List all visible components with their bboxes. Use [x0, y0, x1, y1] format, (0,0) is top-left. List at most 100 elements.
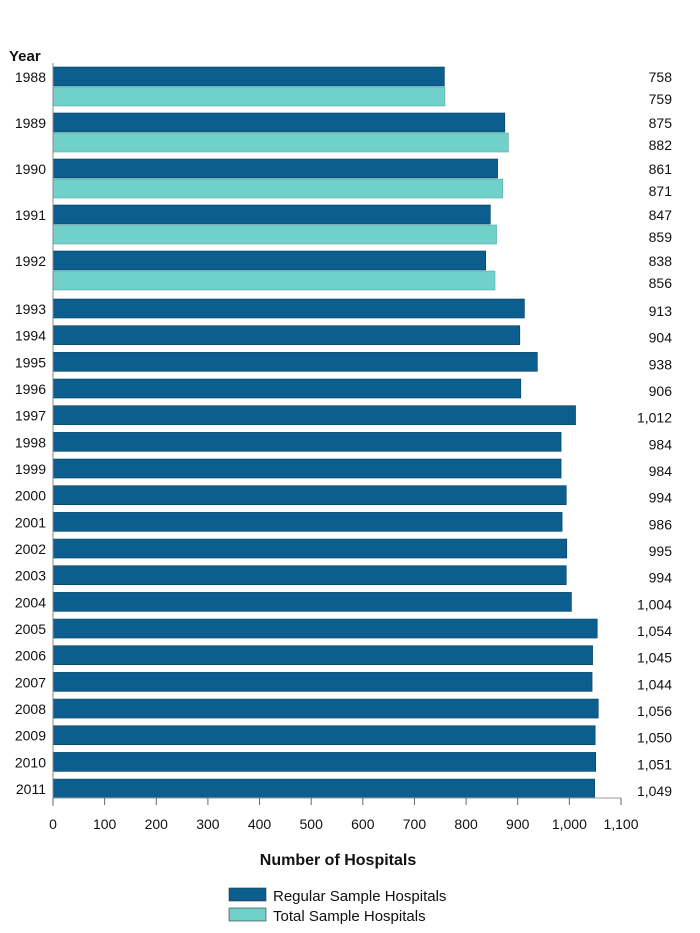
bar-regular-2001 — [52, 512, 563, 532]
value-label-regular-2001: 986 — [649, 516, 673, 532]
bar-regular-1994 — [52, 325, 521, 345]
bar-regular-1993 — [52, 298, 525, 319]
year-label-2007: 2007 — [15, 674, 46, 690]
year-label-1990: 1990 — [15, 161, 46, 177]
year-label-1991: 1991 — [15, 207, 46, 223]
bar-regular-2011 — [52, 778, 595, 799]
x-tick-label-1100: 1,100 — [603, 816, 638, 832]
bar-regular-2010 — [52, 752, 596, 772]
value-label-regular-1991: 847 — [649, 207, 673, 223]
bar-regular-1991 — [52, 204, 491, 225]
year-label-2001: 2001 — [15, 514, 46, 530]
x-tick-label-300: 300 — [196, 816, 220, 832]
value-label-regular-2000: 994 — [649, 490, 673, 506]
value-label-total-1988: 759 — [649, 91, 673, 107]
value-label-regular-2009: 1,050 — [637, 730, 672, 746]
x-tick-label-200: 200 — [145, 816, 169, 832]
value-label-total-1989: 882 — [649, 137, 673, 153]
bar-total-1989 — [52, 132, 509, 153]
value-label-regular-1997: 1,012 — [637, 410, 672, 426]
value-label-regular-1995: 938 — [649, 356, 673, 372]
year-label-1993: 1993 — [15, 301, 46, 317]
bar-regular-1989 — [52, 112, 506, 133]
year-label-2008: 2008 — [15, 701, 46, 717]
bar-regular-2007 — [52, 672, 593, 692]
year-label-2004: 2004 — [15, 594, 46, 610]
legend-swatch-1 — [228, 907, 267, 922]
bar-regular-2006 — [52, 645, 593, 666]
x-tick-label-0: 0 — [49, 816, 57, 832]
year-label-1989: 1989 — [15, 115, 46, 131]
x-tick-label-900: 900 — [506, 816, 530, 832]
value-label-total-1990: 871 — [649, 183, 673, 199]
bar-regular-1988 — [52, 66, 445, 87]
y-axis-title: Year — [9, 48, 41, 65]
value-label-regular-2006: 1,045 — [637, 650, 672, 666]
year-label-2005: 2005 — [15, 621, 46, 637]
legend-swatch-0 — [228, 887, 267, 902]
bar-regular-2003 — [52, 565, 567, 586]
legend-label-1: Total Sample Hospitals — [273, 908, 426, 925]
x-tick-label-400: 400 — [248, 816, 272, 832]
x-tick-label-700: 700 — [403, 816, 427, 832]
year-label-2002: 2002 — [15, 541, 46, 557]
x-tick-label-800: 800 — [454, 816, 478, 832]
year-label-1995: 1995 — [15, 354, 46, 370]
bar-regular-2009 — [52, 725, 596, 746]
year-label-2009: 2009 — [15, 728, 46, 744]
value-label-total-1992: 856 — [649, 275, 673, 291]
value-label-regular-1989: 875 — [649, 115, 673, 131]
value-label-regular-1988: 758 — [649, 69, 673, 85]
bar-regular-2008 — [52, 698, 599, 719]
year-label-2000: 2000 — [15, 488, 46, 504]
value-label-total-1991: 859 — [649, 229, 673, 245]
value-label-regular-2002: 995 — [649, 543, 673, 559]
bar-total-1990 — [52, 178, 504, 199]
value-label-regular-1996: 906 — [649, 383, 673, 399]
bar-total-1988 — [52, 86, 446, 107]
bar-regular-1992 — [52, 250, 487, 271]
bar-regular-2004 — [52, 592, 572, 612]
bar-regular-2005 — [52, 618, 598, 639]
value-label-regular-2004: 1,004 — [637, 596, 672, 612]
year-label-1992: 1992 — [15, 253, 46, 269]
bar-regular-1990 — [52, 158, 498, 179]
year-label-2003: 2003 — [15, 568, 46, 584]
year-label-1997: 1997 — [15, 408, 46, 424]
value-label-regular-2008: 1,056 — [637, 703, 672, 719]
bar-regular-2002 — [52, 538, 568, 559]
value-label-regular-2003: 994 — [649, 570, 673, 586]
year-label-2010: 2010 — [15, 754, 46, 770]
bar-regular-2000 — [52, 485, 567, 505]
year-label-1988: 1988 — [15, 69, 46, 85]
x-tick-label-600: 600 — [351, 816, 375, 832]
bar-regular-1998 — [52, 432, 562, 452]
value-label-regular-1990: 861 — [649, 161, 673, 177]
bar-total-1992 — [52, 270, 496, 291]
legend-label-0: Regular Sample Hospitals — [273, 888, 446, 905]
year-label-2006: 2006 — [15, 648, 46, 664]
bar-regular-1996 — [52, 378, 522, 399]
year-label-1999: 1999 — [15, 461, 46, 477]
x-axis-title: Number of Hospitals — [260, 852, 417, 869]
year-label-1998: 1998 — [15, 434, 46, 450]
value-label-regular-1998: 984 — [649, 436, 673, 452]
x-tick-label-100: 100 — [93, 816, 117, 832]
bar-regular-1997 — [52, 405, 576, 425]
value-label-regular-1994: 904 — [649, 330, 673, 346]
x-tick-label-1000: 1,000 — [552, 816, 587, 832]
year-label-1994: 1994 — [15, 328, 46, 344]
value-label-regular-2007: 1,044 — [637, 676, 672, 692]
year-label-2011: 2011 — [16, 781, 46, 797]
value-label-regular-2005: 1,054 — [637, 623, 672, 639]
bar-total-1991 — [52, 224, 497, 245]
value-label-regular-2011: 1,049 — [637, 783, 672, 799]
x-tick-label-500: 500 — [300, 816, 324, 832]
bar-regular-1999 — [52, 458, 562, 479]
value-label-regular-1992: 838 — [649, 253, 673, 269]
bar-regular-1995 — [52, 352, 538, 372]
year-label-1996: 1996 — [15, 381, 46, 397]
value-label-regular-1999: 984 — [649, 463, 673, 479]
